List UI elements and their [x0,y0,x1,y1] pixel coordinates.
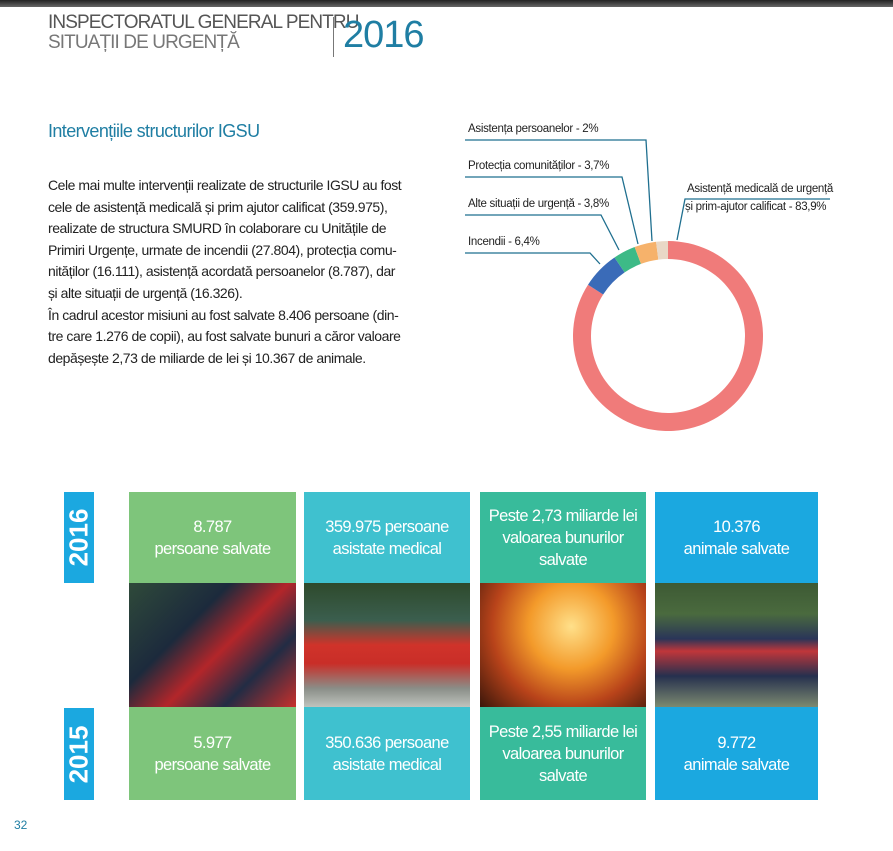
slice-asistenta-persoanelor [656,241,668,260]
slice-incendii [588,257,625,295]
stat-card-line: 9.772 [717,733,756,752]
stat-card-line: persoane salvate [154,755,271,774]
photo-firefighters-rescue-vehicle [129,583,296,707]
body-paragraph: Cele mai multe intervenții realizate de … [48,175,402,369]
stat-card-line: persoane salvate [154,539,271,558]
slice-protectia-comunitatilor [634,241,659,264]
stat-card-line: Peste 2,73 miliarde lei [488,506,638,525]
leader-line-medical [676,198,830,241]
slice-alte-situatii [614,247,641,273]
stat-card-property-saved-2015: Peste 2,55 miliarde lei valoarea bunurilo… [480,707,646,800]
photo-smurd-water-rescue [304,583,470,707]
header-year: 2016 [343,14,425,56]
leader-line-asistenta [465,139,653,242]
year-badge-2016: 2016 [64,492,94,583]
stat-card-line: 8.787 [193,517,232,536]
paragraph-line: realizate de structura SMURD în colabora… [48,220,387,237]
stat-card-property-saved-2016: Peste 2,73 miliarde lei valoarea bunurilo… [480,492,646,583]
leader-line-alte [465,214,620,251]
org-name-line2: SITUAȚII DE URGENȚĂ [48,32,240,53]
stat-card-line: asistate medical [332,755,442,774]
page-number: 32 [14,818,28,832]
leader-line-protectia [465,176,639,245]
stat-card-medical-assistance-2015: 350.636 persoane asistate medical [304,707,470,800]
interventions-donut-chart [465,139,830,431]
stat-card-line: salvate [538,550,588,569]
stat-card-persons-saved-2016: 8.787 persoane salvate [129,492,296,583]
stat-card-line: animale salvate [683,755,790,774]
paragraph-line: În cadrul acestor misiuni au fost salvat… [48,306,399,323]
stat-card-line: Peste 2,55 miliarde lei [488,722,638,741]
stat-card-medical-assistance-2016: 359.975 persoane asistate medical [304,492,470,583]
stat-card-line: asistate medical [332,539,442,558]
year-badge-2015: 2015 [64,708,94,800]
stat-card-line: 10.376 [713,517,760,536]
paragraph-line: și alte situații de urgență (16.326). [48,284,243,301]
label-alte-situatii: Alte situații de urgență - 3,8% [468,198,609,210]
paragraph-line: depășește 2,73 de miliarde de lei și 10.… [48,349,366,366]
label-protectia-comunitatilor: Protecția comunităților - 3,7% [468,160,610,172]
label-asistenta-medicala-line1: Asistență medicală de urgență [687,183,834,195]
org-name-line1: INSPECTORATUL GENERAL PENTRU [48,12,359,33]
photo-firefighters-fire [480,583,646,707]
stat-card-animals-saved-2015: 9.772 animale salvate [655,707,818,800]
stat-card-line: 359.975 persoane [325,517,449,536]
header-divider [333,17,334,57]
leader-line-incendii [465,252,601,265]
stat-card-animals-saved-2016: 10.376 animale salvate [655,492,818,583]
label-incendii: Incendii - 6,4% [468,236,540,248]
stat-card-line: valoarea bunurilor [502,528,624,547]
photo-firefighters-team [655,583,818,707]
stat-card-persons-saved-2015: 5.977 persoane salvate [129,707,296,800]
paragraph-line: Primiri Urgențe, urmate de incendii (27.… [48,241,397,258]
paragraph-line: cele de asistență medicală și prim ajuto… [48,198,388,215]
stat-card-line: salvate [538,766,588,785]
label-asistenta-persoanelor: Asistența persoanelor - 2% [468,123,599,135]
paragraph-line: tre care 1.276 de copii), au fost salvat… [48,328,401,345]
paragraph-line: Cele mai multe intervenții realizate de … [48,177,402,193]
viewer-top-bar [0,0,893,7]
stat-card-line: animale salvate [683,539,790,558]
stat-card-line: 5.977 [193,733,232,752]
label-asistenta-medicala-line2: și prim-ajutor calificat - 83,9% [685,201,827,213]
paragraph-line: nităților (16.111), asistență acordată p… [48,263,396,280]
stat-card-line: valoarea bunurilor [502,744,624,763]
section-title: Intervențiile structurilor IGSU [48,121,260,141]
stat-card-line: 350.636 persoane [325,733,449,752]
